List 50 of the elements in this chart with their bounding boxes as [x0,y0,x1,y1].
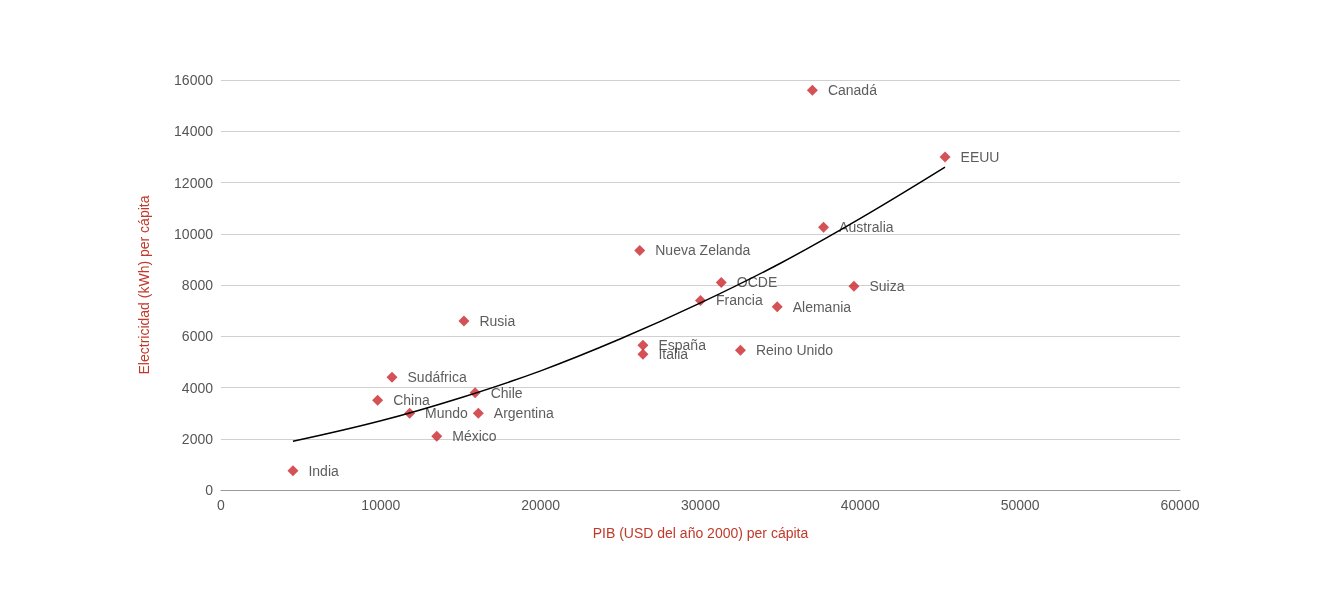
point [734,344,746,356]
x-axis-title: PIB (USD del año 2000) per cápita [592,525,809,541]
data-label: Chile [490,384,523,401]
data-label: Argentina [493,405,554,422]
data-label: Nueva Zelanda [655,242,751,259]
point [472,407,484,419]
point [386,371,398,383]
x-tick-label: 10000 [361,497,401,513]
y-tick-label: 16000 [174,72,214,88]
point [458,315,470,327]
point [637,339,649,351]
point [818,221,830,233]
point [287,465,299,477]
data-label: Francia [716,292,763,309]
data-label: Alemania [792,298,852,315]
point [637,348,649,360]
data-label: EEUU [960,148,1000,165]
point [771,301,783,313]
data-label: Suiza [869,278,905,295]
data-label: Rusia [479,312,516,329]
y-tick-label: 10000 [174,225,214,242]
point [848,280,860,292]
point [634,244,646,256]
x-tick-label: 60000 [1160,497,1200,513]
data-label: OCDE [736,274,778,291]
y-tick-label: 12000 [174,174,214,191]
data-label: Australia [839,219,894,236]
data-label: Canadá [827,82,878,99]
x-tick-label: 40000 [840,497,881,513]
x-tick-label: 20000 [521,497,561,513]
y-axis-title: Electricidad (kWh) per cápita [136,195,152,375]
y-tick-label: 4000 [181,379,214,396]
data-label: México [452,428,497,445]
point [939,151,951,163]
y-tick-label: 0 [205,482,214,498]
y-tick-label: 8000 [181,277,214,293]
y-tick-label: 14000 [174,123,214,140]
x-tick-label: 0 [217,497,226,513]
point [431,430,443,442]
data-label: India [308,462,339,479]
y-tick-label: 2000 [181,430,214,447]
point [806,84,818,96]
x-tick-label: 50000 [1000,497,1040,513]
point [372,394,384,406]
point [715,276,727,288]
x-tick-label: 30000 [681,497,721,513]
y-tick-label: 6000 [181,328,214,345]
data-label: Reino Unido [755,342,834,359]
line-series [292,166,946,443]
data-label: Sudáfrica [407,369,467,386]
